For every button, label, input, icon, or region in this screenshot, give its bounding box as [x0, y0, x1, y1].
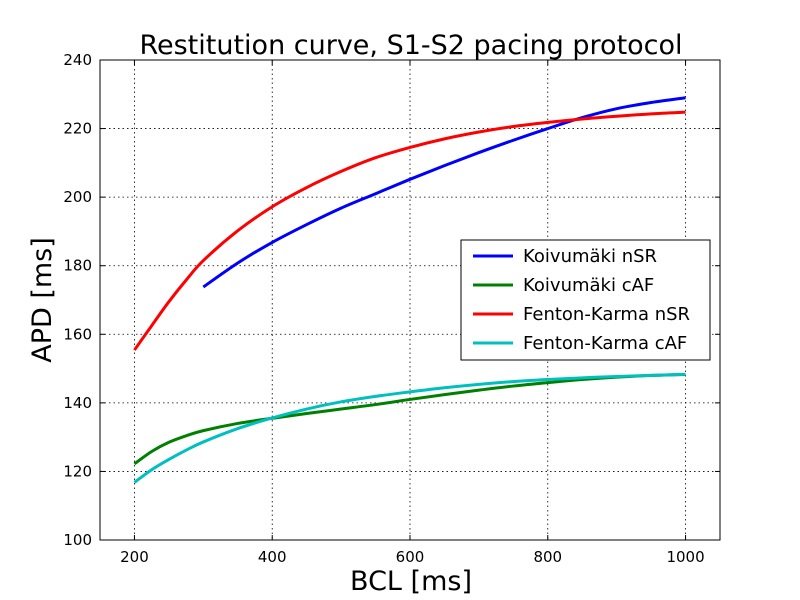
y-tick-label: 120: [63, 462, 92, 480]
y-tick-label: 100: [63, 531, 92, 549]
legend: Koivumäki nSR Koivumäki cAF Fenton-Karma n…: [460, 239, 711, 361]
x-tick-label: 1000: [666, 548, 704, 566]
series-line-fenton-karma-nsr: [133, 110, 686, 351]
y-tick-label: 140: [63, 394, 92, 412]
y-tick-label: 220: [63, 120, 92, 138]
series-layer: [133, 96, 686, 484]
series-line-fenton-karma-caf: [133, 372, 686, 484]
plot-frame: [99, 59, 721, 541]
x-tick-label: 200: [120, 548, 149, 566]
x-tick-label: 600: [396, 548, 425, 566]
series-line-koivum-ki-caf: [133, 372, 686, 466]
y-tick-label: 240: [63, 51, 92, 69]
legend-label: Koivumäki nSR: [523, 246, 657, 267]
y-tick-label: 180: [63, 257, 92, 275]
legend-box: [460, 239, 711, 361]
y-tick-label: 160: [63, 325, 92, 343]
legend-label: Fenton-Karma nSR: [523, 304, 690, 325]
series-line-koivum-ki-nsr: [202, 96, 686, 289]
chart-title: Restitution curve, S1-S2 pacing protocol: [139, 30, 682, 61]
x-tick-label: 800: [533, 548, 562, 566]
legend-label: Fenton-Karma cAF: [523, 333, 687, 354]
x-axis-label: BCL [ms]: [350, 566, 472, 597]
x-tick-label: 400: [258, 548, 287, 566]
legend-label: Koivumäki cAF: [523, 275, 654, 296]
tick-label-layer: 200 400 600 800 1000 100 120 140 160 180 200 220 240: [63, 51, 704, 566]
y-tick-label: 200: [63, 188, 92, 206]
y-axis-label: APD [ms]: [27, 237, 58, 363]
